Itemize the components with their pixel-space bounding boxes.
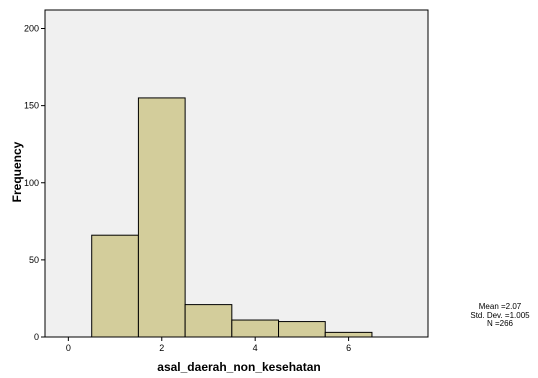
histogram-bar-4: [231, 319, 280, 338]
x-axis-title: asal_daerah_non_kesehatan: [157, 360, 320, 374]
histogram-bar-1: [91, 234, 139, 338]
x-tick-label-3: 6: [346, 343, 351, 353]
n-stat: N =266: [486, 319, 514, 328]
histogram-bar-5: [278, 321, 326, 338]
x-tick-label-2: 4: [253, 343, 258, 353]
y-axis-title: Frequency: [10, 141, 24, 202]
y-tick-label-4: 200: [24, 24, 39, 34]
y-axis: 0 50 100 150 200: [24, 24, 45, 342]
x-axis: 0 2 4 6: [66, 337, 351, 353]
y-tick-label-3: 150: [24, 101, 39, 111]
x-tick-label-1: 2: [159, 343, 164, 353]
histogram-bar-6: [324, 331, 373, 338]
y-tick-label-1: 50: [29, 255, 39, 265]
summary-statistics: Mean =2.07 Std. Dev. =1.005 N =266: [468, 302, 532, 329]
x-tick-label-0: 0: [66, 343, 71, 353]
mean-stat: Mean =2.07: [478, 302, 522, 311]
y-tick-label-2: 100: [24, 178, 39, 188]
bars-group: [91, 97, 373, 338]
histogram-bar-2: [137, 97, 186, 338]
y-tick-label-0: 0: [34, 332, 39, 342]
histogram-bar-3: [184, 304, 233, 338]
std-dev-stat: Std. Dev. =1.005: [470, 310, 530, 320]
